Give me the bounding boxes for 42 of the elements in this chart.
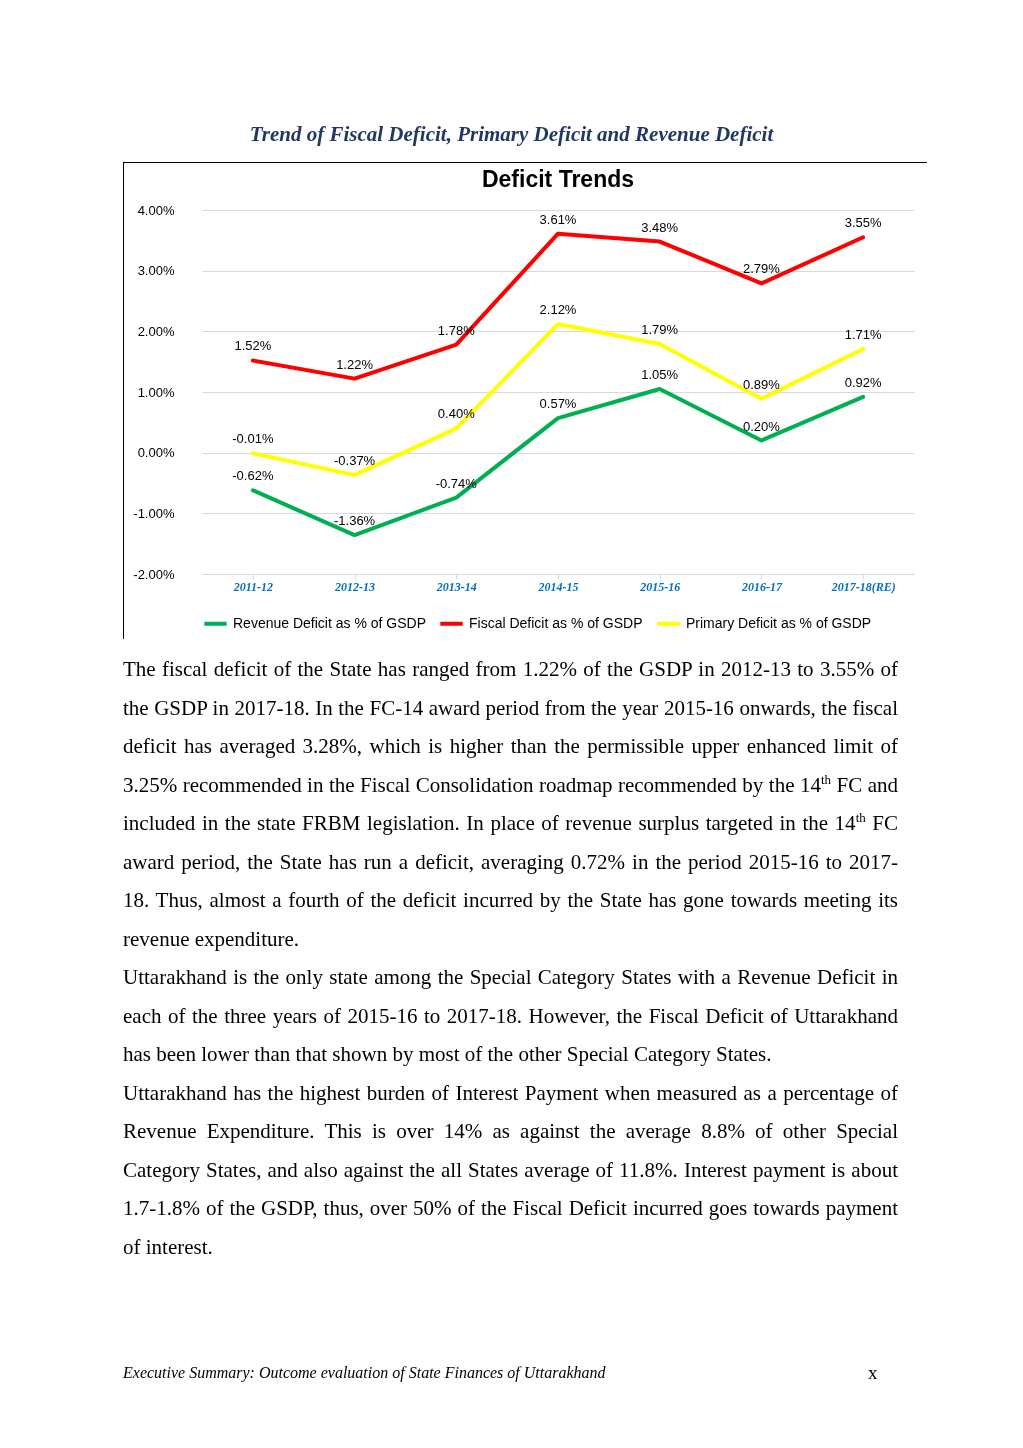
x-tick-label: 2016-17 (740, 579, 783, 594)
data-label: -1.36% (333, 513, 376, 529)
data-label: 3.48% (641, 219, 679, 235)
x-tick-label: 2013-14 (435, 579, 477, 594)
text: The fiscal deficit of the State has ranged from 1.22% of the GSDP in 2012-13 to 3.55% of the GSDP in 2017-18. In the FC-14 award period from the year 2015-16 onwards, the fiscal deficit has averaged 3.28%, which is higher than the permissible upper enhanced limit of 3.25% recommended in the Fiscal Consolidation roadmap recommended by the 14$^{th}$ FC and included in the state FRBM legislation. In place of revenue surplus targeted in the 14$^{th}$ FC award period, the State has run a deficit, averaging 0.72% in the period 2015-16 to 2017-18. Thus, almost a fourth of the deficit incurred by the State has gone towards meeting its revenue expenditure. (123, 657, 899, 951)
legend-label: Primary Deficit as % of GSDP (686, 614, 872, 631)
data-label: 1.52% (234, 338, 272, 354)
x-tick-label: 2014-15 (537, 579, 579, 594)
y-tick-label: 2.00% (137, 323, 175, 339)
data-label: 3.61% (539, 211, 577, 227)
text: x (868, 1362, 878, 1384)
chart-title: Deficit Trends (481, 166, 635, 192)
y-tick-label: 0.00% (137, 445, 175, 461)
y-tick-label: 4.00% (137, 202, 175, 218)
legend-label: Revenue Deficit as % of GSDP (233, 614, 426, 631)
y-tick-label: -2.00% (133, 566, 175, 582)
data-label: 0.20% (742, 418, 781, 434)
data-label: 1.05% (641, 366, 679, 382)
data-label: 1.79% (641, 322, 679, 338)
data-label: 2.79% (742, 261, 781, 277)
data-label: 3.55% (844, 215, 883, 231)
data-label: 1.71% (844, 326, 883, 342)
legend-label: Fiscal Deficit as % of GSDP (469, 614, 643, 631)
x-tick-label: 2012-13 (334, 579, 376, 594)
text: Uttarakhand is the only state among the Special Category States with a Revenue Deficit in each of the three years of 2015-16 to 2017-18. However, the Fiscal Deficit of Uttarakhand has been lower than that shown by most of the other Special Category States. (123, 964, 898, 1068)
data-label: 0.92% (844, 374, 883, 390)
data-label: 1.22% (336, 356, 374, 372)
text: Trend of Fiscal Deficit, Primary Deficit and Revenue Deficit (248, 122, 775, 147)
text: Executive Summary: Outcome evaluation of State Finances of Uttarakhand (123, 1364, 606, 1382)
data-label: 0.89% (742, 376, 781, 392)
text: Uttarakhand has the highest burden of Interest Payment when measured as a percentage of Revenue Expenditure. This is over 14% as against the average 8.8% of other Special Category States, and also against the all States average of 11.8%. Interest payment is about 1.7-1.8% of the GSDP, thus, over 50% of the Fiscal Deficit incurred goes towards payment of interest. (123, 1079, 898, 1261)
data-label: -0.01% (232, 431, 274, 447)
x-tick-label: 2011-12 (232, 579, 274, 594)
data-label: -0.37% (333, 453, 376, 469)
data-label: 2.12% (539, 302, 577, 318)
x-tick-label: 2017-18(RE) (830, 579, 896, 594)
y-tick-label: 3.00% (137, 263, 175, 279)
y-tick-label: 1.00% (137, 384, 175, 400)
x-tick-label: 2015-16 (639, 579, 681, 594)
data-label: -0.62% (232, 468, 274, 484)
data-label: 0.57% (539, 396, 577, 412)
y-tick-label: -1.00% (133, 505, 175, 521)
